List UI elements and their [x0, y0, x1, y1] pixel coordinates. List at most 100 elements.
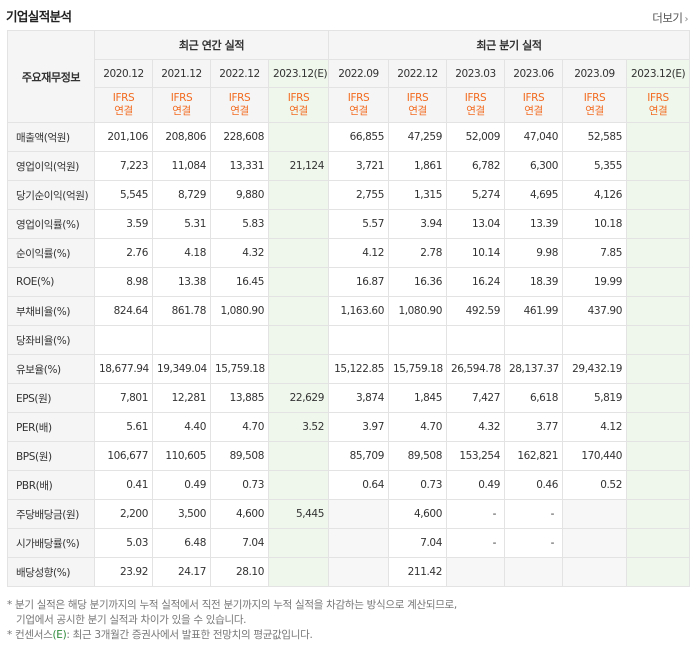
- table-cell: 52,009: [446, 122, 505, 152]
- table-cell: 2,755: [328, 180, 389, 210]
- table-cell: [268, 354, 329, 384]
- table-cell: [625, 383, 691, 413]
- table-cell: 15,759.18: [210, 354, 269, 384]
- table-cell: [388, 325, 447, 355]
- table-cell: 162,821: [504, 441, 563, 471]
- table-cell: [268, 180, 329, 210]
- table-cell: 153,254: [446, 441, 505, 471]
- table-cell: 66,855: [328, 122, 389, 152]
- more-label: 더보기: [652, 11, 683, 25]
- note-line-1: * 분기 실적은 해당 분기까지의 누적 실적에서 직전 분기까지의 누적 실적…: [7, 599, 457, 611]
- table-cell: [625, 499, 691, 529]
- column-basis: IFRS 연결: [388, 87, 447, 123]
- table-cell: 5.57: [328, 209, 389, 239]
- table-cell: [625, 209, 691, 239]
- row-label: 부채비율(%): [7, 296, 95, 326]
- table-cell: 26,594.78: [446, 354, 505, 384]
- column-basis: IFRS 연결: [562, 87, 627, 123]
- row-label: 영업이익(억원): [7, 151, 95, 181]
- table-cell: 9.98: [504, 238, 563, 268]
- table-cell: 228,608: [210, 122, 269, 152]
- table-cell: 21,124: [268, 151, 329, 181]
- table-cell: 4,600: [210, 499, 269, 529]
- table-cell: 7.04: [210, 528, 269, 558]
- table-cell: 211.42: [388, 557, 447, 587]
- table-cell: 0.41: [94, 470, 153, 500]
- table-cell: [562, 325, 627, 355]
- table-cell: 3,874: [328, 383, 389, 413]
- footnotes: * 분기 실적은 해당 분기까지의 누적 실적에서 직전 분기까지의 누적 실적…: [7, 598, 457, 643]
- table-cell: [268, 325, 329, 355]
- table-cell: 7,801: [94, 383, 153, 413]
- table-cell: 110,605: [152, 441, 211, 471]
- table-cell: [268, 267, 329, 297]
- table-cell: [625, 470, 691, 500]
- table-row: 영업이익률(%) 3.59 5.31 5.83 5.57 3.94 13.04 13.39 10…: [7, 209, 691, 239]
- table-cell: -: [446, 528, 505, 558]
- column-date: 2022.12: [388, 59, 447, 88]
- table-cell: [625, 354, 691, 384]
- table-cell: [152, 325, 211, 355]
- table-cell: 3.59: [94, 209, 153, 239]
- table-cell: 89,508: [388, 441, 447, 471]
- table-cell: 3,721: [328, 151, 389, 181]
- column-date: 2022.12: [210, 59, 269, 88]
- table-cell: 0.52: [562, 470, 627, 500]
- column-basis: IFRS 연결: [268, 87, 329, 123]
- table-cell: 1,845: [388, 383, 447, 413]
- table-cell: [446, 325, 505, 355]
- table-cell: [210, 325, 269, 355]
- table-cell: 0.49: [446, 470, 505, 500]
- table-cell: 28.10: [210, 557, 269, 587]
- table-cell: [268, 441, 329, 471]
- table-cell: 8,729: [152, 180, 211, 210]
- column-date: 2023.03: [446, 59, 505, 88]
- table-cell: 4.12: [562, 412, 627, 442]
- table-cell: 6.48: [152, 528, 211, 558]
- table-cell: 29,432.19: [562, 354, 627, 384]
- table-cell: 15,759.18: [388, 354, 447, 384]
- table-cell: 18.39: [504, 267, 563, 297]
- table-row: 주당배당금(원) 2,200 3,500 4,600 5,445 4,600- -: [7, 499, 691, 529]
- table-cell: 47,040: [504, 122, 563, 152]
- table-cell: 5,545: [94, 180, 153, 210]
- column-basis: IFRS 연결: [446, 87, 505, 123]
- table-cell: 0.73: [210, 470, 269, 500]
- table-row: ROE(%) 8.98 13.38 16.45 16.87 16.36 16.24 18.39…: [7, 267, 691, 297]
- table-cell: 10.18: [562, 209, 627, 239]
- table-cell: 5,355: [562, 151, 627, 181]
- table-cell: [328, 499, 389, 529]
- table-cell: 4,695: [504, 180, 563, 210]
- table-cell: [268, 470, 329, 500]
- table-cell: 861.78: [152, 296, 211, 326]
- table-cell: 3.77: [504, 412, 563, 442]
- column-basis: IFRS 연결: [152, 87, 211, 123]
- table-cell: 437.90: [562, 296, 627, 326]
- table-cell: 18,677.94: [94, 354, 153, 384]
- column-basis: IFRS 연결: [94, 87, 153, 123]
- more-link[interactable]: 더보기 ›: [652, 10, 688, 26]
- table-cell: 106,677: [94, 441, 153, 471]
- row-header-label: 주요재무정보: [7, 30, 95, 123]
- table-cell: 0.49: [152, 470, 211, 500]
- table-cell: 16.36: [388, 267, 447, 297]
- table-cell: 170,440: [562, 441, 627, 471]
- table-cell: 3.97: [328, 412, 389, 442]
- table-cell: [625, 267, 691, 297]
- chevron-right-icon: ›: [684, 14, 689, 25]
- table-cell: 16.45: [210, 267, 269, 297]
- table-cell: 4,600: [388, 499, 447, 529]
- table-cell: [625, 528, 691, 558]
- table-cell: -: [446, 499, 505, 529]
- table-cell: [268, 209, 329, 239]
- table-cell: [268, 122, 329, 152]
- table-cell: 1,861: [388, 151, 447, 181]
- table-cell: [625, 441, 691, 471]
- column-date: 2023.09: [562, 59, 627, 88]
- table-cell: [504, 557, 563, 587]
- table-cell: 22,629: [268, 383, 329, 413]
- table-cell: 4.70: [388, 412, 447, 442]
- table-cell: 5.31: [152, 209, 211, 239]
- row-label: 당기순이익(억원): [7, 180, 95, 210]
